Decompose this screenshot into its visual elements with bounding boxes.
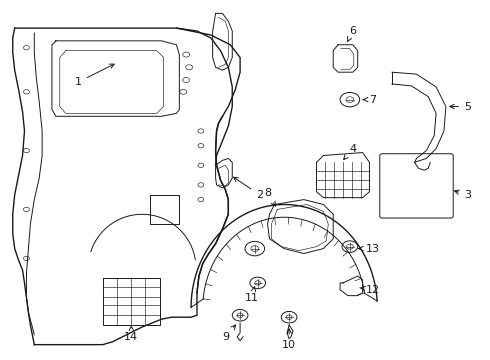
Text: 11: 11: [245, 287, 259, 303]
Text: 6: 6: [347, 26, 356, 41]
Text: 4: 4: [343, 144, 356, 159]
Text: 13: 13: [359, 244, 379, 253]
Text: 2: 2: [234, 177, 263, 200]
Text: 8: 8: [264, 188, 275, 206]
FancyBboxPatch shape: [380, 154, 453, 218]
Text: 3: 3: [455, 190, 471, 200]
Text: 9: 9: [222, 325, 236, 342]
Text: 7: 7: [363, 95, 376, 105]
Text: 5: 5: [450, 102, 471, 112]
Text: 12: 12: [360, 285, 379, 295]
Text: 10: 10: [282, 329, 296, 350]
Text: 14: 14: [124, 326, 138, 342]
Text: 1: 1: [75, 64, 114, 87]
